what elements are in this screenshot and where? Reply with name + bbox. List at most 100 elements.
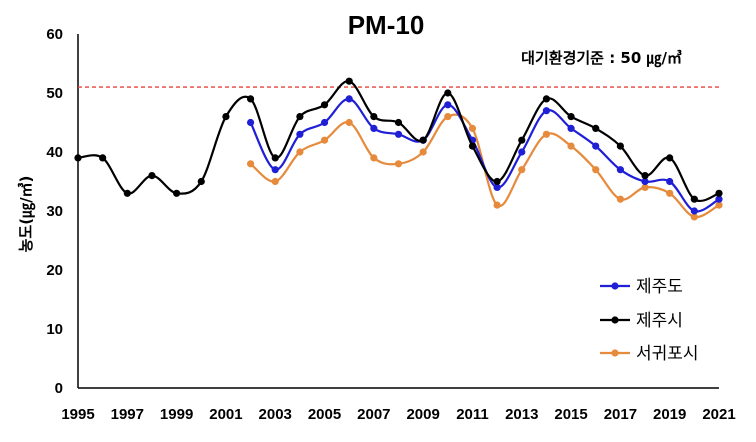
series-line bbox=[77, 80, 720, 203]
data-point bbox=[518, 136, 526, 144]
data-point bbox=[320, 136, 329, 144]
data-point bbox=[542, 107, 551, 115]
data-point bbox=[246, 160, 255, 168]
data-point bbox=[616, 195, 624, 203]
legend-label: 제주도 bbox=[636, 277, 683, 297]
series-line bbox=[249, 97, 720, 213]
data-point bbox=[493, 183, 501, 191]
y-tick-label: 20 bbox=[46, 262, 63, 279]
series-1 bbox=[246, 95, 723, 215]
legend-swatch-marker bbox=[611, 316, 619, 324]
data-point bbox=[567, 124, 575, 132]
data-point bbox=[468, 142, 477, 150]
data-point bbox=[370, 124, 378, 132]
data-point bbox=[173, 189, 181, 197]
data-point bbox=[616, 166, 624, 174]
data-point bbox=[370, 154, 378, 162]
x-tick-label: 2005 bbox=[308, 406, 341, 423]
data-point bbox=[271, 166, 279, 174]
data-point bbox=[370, 113, 378, 121]
data-point bbox=[444, 113, 452, 121]
data-point bbox=[99, 154, 107, 162]
data-point bbox=[444, 101, 452, 109]
data-point bbox=[345, 77, 353, 85]
data-point bbox=[222, 113, 230, 121]
data-point bbox=[666, 177, 674, 186]
x-tick-labels: 1995 1997 1999 2001 2003 2005 2007 2009 2011 2013… bbox=[61, 406, 735, 423]
data-point bbox=[296, 148, 304, 156]
legend-label: 제주시 bbox=[636, 311, 683, 331]
data-point bbox=[641, 172, 649, 180]
data-point bbox=[592, 166, 600, 174]
legend-label: 서귀포시 bbox=[636, 344, 699, 364]
data-point bbox=[567, 113, 575, 121]
data-point bbox=[271, 154, 279, 162]
y-tick-label: 50 bbox=[46, 85, 63, 102]
data-point bbox=[616, 142, 624, 150]
data-point bbox=[493, 201, 501, 209]
y-axis-label: 농도(㎍/㎥) bbox=[17, 176, 36, 253]
y-tick-label: 0 bbox=[55, 380, 63, 397]
x-tick-label: 2007 bbox=[357, 406, 390, 423]
x-tick-label: 2013 bbox=[505, 406, 538, 423]
data-point bbox=[715, 195, 723, 203]
chart-title: PM-10 bbox=[348, 10, 425, 40]
data-point bbox=[641, 183, 649, 191]
data-point bbox=[666, 189, 674, 197]
data-point bbox=[542, 95, 551, 103]
y-tick-label: 60 bbox=[46, 26, 63, 43]
data-point bbox=[419, 148, 427, 156]
data-point bbox=[542, 130, 551, 138]
x-tick-label: 1995 bbox=[61, 406, 94, 423]
data-point bbox=[592, 142, 600, 150]
data-point bbox=[567, 142, 575, 150]
data-point bbox=[345, 118, 353, 127]
data-point bbox=[320, 101, 329, 109]
y-tick-label: 40 bbox=[46, 144, 63, 161]
standard-label: 대기환경기준 : 50 ㎍/㎥ bbox=[521, 49, 682, 68]
x-tick-label: 2009 bbox=[406, 406, 439, 423]
legend-swatch-marker bbox=[611, 282, 619, 290]
x-tick-label: 2003 bbox=[259, 406, 292, 423]
x-tick-label: 2011 bbox=[456, 406, 489, 423]
data-point bbox=[394, 130, 403, 138]
data-point bbox=[419, 136, 427, 144]
data-point bbox=[468, 124, 477, 132]
axes bbox=[77, 34, 719, 389]
x-tick-label: 2019 bbox=[653, 406, 686, 423]
data-point bbox=[394, 160, 403, 168]
data-point bbox=[690, 195, 698, 203]
data-point bbox=[148, 172, 156, 180]
data-point bbox=[518, 166, 526, 174]
data-point bbox=[592, 124, 600, 132]
y-tick-label: 10 bbox=[46, 321, 63, 338]
x-tick-label: 2015 bbox=[554, 406, 587, 423]
data-point bbox=[296, 113, 304, 121]
data-point bbox=[690, 213, 698, 221]
x-tick-label: 2021 bbox=[702, 406, 735, 423]
data-point bbox=[320, 118, 329, 127]
legend-swatch-marker bbox=[611, 349, 619, 357]
series-2 bbox=[74, 77, 723, 203]
x-tick-label: 2017 bbox=[604, 406, 637, 423]
data-point bbox=[296, 130, 304, 138]
data-point bbox=[74, 154, 82, 162]
data-point bbox=[518, 148, 526, 156]
data-point bbox=[394, 118, 403, 127]
data-point bbox=[641, 177, 649, 186]
legend-item: 서귀포시 bbox=[600, 344, 699, 364]
data-point bbox=[690, 207, 698, 215]
data-point bbox=[493, 177, 501, 186]
data-point bbox=[246, 118, 255, 127]
data-point bbox=[123, 189, 131, 197]
y-tick-label: 30 bbox=[46, 203, 63, 220]
data-point bbox=[246, 95, 255, 103]
data-point bbox=[197, 177, 205, 186]
data-point bbox=[666, 154, 674, 162]
data-point bbox=[444, 89, 452, 97]
x-tick-label: 1999 bbox=[160, 406, 193, 423]
legend-item: 제주시 bbox=[600, 311, 683, 331]
series-group bbox=[74, 77, 723, 221]
